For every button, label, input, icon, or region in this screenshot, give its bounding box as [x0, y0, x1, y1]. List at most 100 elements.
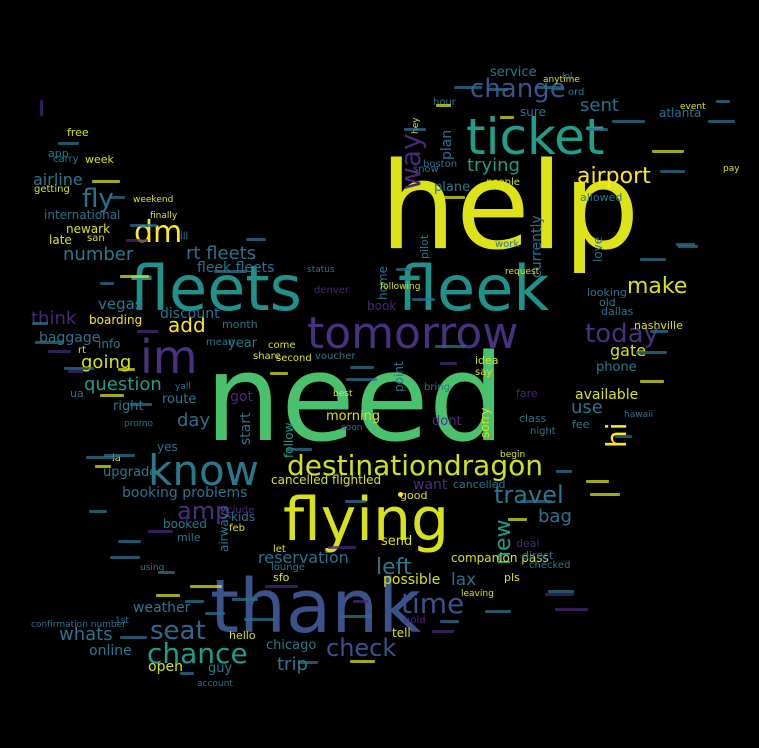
filler-speck [156, 594, 180, 597]
filler-speck [35, 341, 63, 344]
word-international: international [44, 208, 121, 222]
filler-speck [612, 120, 645, 123]
word-dont: dont [432, 414, 462, 429]
word-reservation: reservation [258, 548, 349, 567]
word-come: come [268, 340, 296, 351]
word-following: following [380, 282, 421, 292]
word-hey: hey [411, 117, 421, 134]
filler-speck [86, 456, 115, 459]
word-right: right [113, 399, 144, 414]
filler-speck [556, 470, 572, 473]
word-discount: discount [160, 306, 220, 322]
word-online: online [89, 643, 132, 659]
word-snow: snow [413, 164, 439, 175]
filler-speck [300, 661, 318, 664]
filler-speck [412, 298, 435, 301]
word-let: let [273, 544, 286, 555]
word-help: help [380, 138, 640, 277]
word-deal: deal [516, 537, 540, 550]
word-service: service [490, 65, 537, 80]
filler-speck [536, 86, 563, 89]
filler-speck [287, 448, 312, 451]
word-sorry: sorry [478, 407, 492, 438]
word-destinationdragon: destinationdragon [287, 449, 543, 482]
word-tomorrow: tomorrow [307, 308, 519, 359]
word-think: think [31, 308, 77, 329]
filler-speck [435, 345, 465, 348]
word-left: left [376, 555, 412, 580]
filler-speck [548, 590, 574, 593]
filler-speck [265, 585, 298, 588]
word-number: number [63, 244, 134, 265]
word-1st: 1st [115, 616, 129, 626]
filler-speck [353, 600, 368, 603]
word-night: night [530, 426, 556, 437]
word-status: status [307, 265, 335, 275]
word-include: include [218, 505, 255, 516]
word-share: share [253, 351, 281, 362]
word-book: book [367, 299, 397, 313]
word-upgrade: upgrade [103, 465, 158, 480]
filler-speck [120, 636, 147, 639]
word-pilot: pilot [418, 234, 431, 259]
filler-speck [345, 500, 366, 503]
filler-speck [640, 258, 666, 261]
filler-speck [436, 196, 465, 199]
filler-speck [48, 350, 71, 353]
word-dallas: dallas [601, 305, 634, 318]
word-weather: weather [133, 600, 191, 616]
filler-speck [555, 608, 588, 611]
word-week: week [85, 153, 114, 166]
filler-speck [95, 465, 111, 468]
word-bring: bring [424, 382, 450, 393]
filler-speck [350, 366, 374, 369]
word-confirmation-number: confirmation number [31, 620, 126, 630]
filler-speck [180, 672, 194, 675]
filler-speck [590, 493, 620, 496]
word-request: request [505, 267, 540, 277]
word-class: class [519, 412, 547, 425]
word-today: today [585, 319, 659, 349]
word-check: check [326, 634, 397, 662]
word-atlanta: atlanta [659, 106, 702, 120]
word-cancelled: cancelled [453, 478, 506, 491]
word-denver: denver [314, 285, 350, 296]
word-need: need [205, 330, 505, 469]
filler-speck [708, 120, 735, 123]
filler-speck [328, 546, 356, 549]
filler-speck [92, 180, 120, 183]
word-getting: getting [34, 184, 70, 195]
word-ill: ill [180, 231, 189, 242]
word-vegas: vegas [98, 295, 143, 313]
word-fleek: fleek [398, 252, 550, 325]
word-whats: whats [59, 624, 113, 645]
word-promo: promo [124, 419, 153, 429]
word-idea: idea [475, 354, 499, 367]
filler-speck [640, 380, 664, 383]
word-ua: ua [70, 387, 84, 400]
word-hour: hour [433, 97, 456, 108]
word-plane: plane [434, 180, 471, 195]
word-airline: airline [33, 170, 83, 189]
filler-speck [652, 150, 684, 153]
word-booked: booked [163, 517, 207, 531]
filler-speck [485, 610, 511, 613]
word-info: info [98, 337, 121, 351]
word-lounge: lounge [271, 562, 306, 573]
word-add: add [168, 313, 206, 337]
filler-speck [205, 612, 225, 615]
word-dm: dm [134, 215, 183, 250]
word-lol: lol [562, 72, 573, 82]
word-finally: finally [150, 211, 178, 221]
word-anytime: anytime [543, 75, 580, 85]
word-soon: soon [341, 423, 363, 433]
word-people: people [486, 177, 520, 188]
filler-speck [520, 500, 552, 503]
word-month: month [222, 318, 258, 331]
word-morning: morning [326, 409, 381, 424]
filler-speck [716, 100, 730, 103]
filler-speck [104, 454, 135, 457]
word-question: question [84, 374, 162, 395]
filler-speck [586, 480, 609, 483]
